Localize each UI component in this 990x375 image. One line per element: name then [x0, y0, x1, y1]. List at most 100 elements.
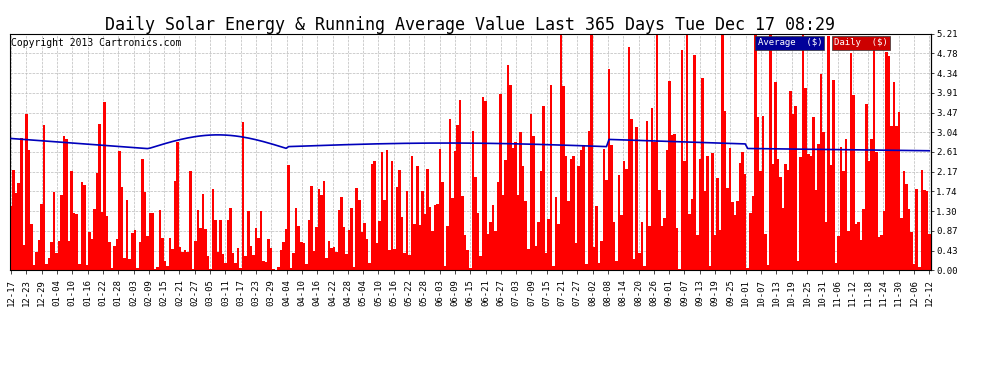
- Bar: [111, 268, 113, 270]
- Bar: [648, 226, 650, 270]
- Bar: [926, 191, 928, 270]
- Bar: [171, 249, 174, 270]
- Bar: [481, 97, 484, 270]
- Bar: [512, 148, 515, 270]
- Bar: [663, 218, 665, 270]
- Bar: [52, 192, 55, 270]
- Bar: [701, 78, 704, 270]
- Bar: [365, 239, 368, 270]
- Bar: [23, 245, 25, 270]
- Bar: [540, 171, 543, 270]
- Bar: [57, 241, 60, 270]
- Bar: [840, 147, 842, 270]
- Bar: [353, 267, 355, 270]
- Bar: [751, 196, 754, 270]
- Bar: [121, 187, 124, 270]
- Bar: [681, 50, 683, 270]
- Bar: [446, 225, 448, 270]
- Bar: [83, 185, 85, 270]
- Bar: [55, 253, 57, 270]
- Bar: [704, 190, 706, 270]
- Bar: [254, 228, 257, 270]
- Text: Daily  ($): Daily ($): [834, 39, 888, 48]
- Bar: [883, 211, 885, 270]
- Bar: [225, 263, 227, 270]
- Bar: [313, 251, 315, 270]
- Bar: [530, 114, 532, 270]
- Bar: [734, 215, 737, 270]
- Bar: [262, 261, 264, 270]
- Bar: [139, 242, 141, 270]
- Text: Copyright 2013 Cartronics.com: Copyright 2013 Cartronics.com: [11, 39, 181, 48]
- Bar: [789, 92, 792, 270]
- Bar: [838, 236, 840, 270]
- Bar: [631, 119, 633, 270]
- Bar: [593, 247, 595, 270]
- Bar: [101, 212, 103, 270]
- Bar: [30, 224, 33, 270]
- Bar: [532, 136, 535, 270]
- Bar: [587, 131, 590, 270]
- Bar: [802, 34, 805, 270]
- Bar: [217, 252, 219, 270]
- Bar: [872, 50, 875, 270]
- Bar: [439, 149, 442, 270]
- Bar: [544, 252, 547, 270]
- Bar: [650, 108, 653, 270]
- Bar: [179, 248, 181, 270]
- Bar: [688, 214, 691, 270]
- Bar: [245, 256, 248, 270]
- Bar: [764, 234, 766, 270]
- Bar: [202, 194, 204, 270]
- Bar: [857, 222, 860, 270]
- Bar: [598, 263, 600, 270]
- Bar: [479, 256, 481, 270]
- Bar: [918, 267, 921, 270]
- Bar: [641, 222, 644, 270]
- Bar: [181, 252, 184, 270]
- Bar: [749, 213, 751, 270]
- Bar: [787, 170, 789, 270]
- Bar: [80, 182, 83, 270]
- Bar: [595, 206, 598, 270]
- Bar: [33, 266, 35, 270]
- Bar: [742, 152, 743, 270]
- Bar: [805, 87, 807, 270]
- Bar: [85, 265, 88, 270]
- Bar: [660, 226, 663, 270]
- Bar: [214, 220, 217, 270]
- Bar: [295, 209, 297, 270]
- Bar: [822, 132, 825, 270]
- Bar: [582, 145, 585, 270]
- Bar: [424, 213, 426, 270]
- Bar: [158, 210, 161, 270]
- Bar: [166, 266, 169, 270]
- Bar: [303, 243, 305, 270]
- Bar: [46, 264, 48, 270]
- Bar: [699, 159, 701, 270]
- Bar: [865, 104, 867, 270]
- Bar: [860, 240, 862, 270]
- Bar: [310, 186, 313, 270]
- Bar: [908, 209, 911, 270]
- Bar: [227, 220, 230, 270]
- Bar: [429, 207, 432, 270]
- Bar: [696, 235, 699, 270]
- Bar: [600, 241, 603, 270]
- Bar: [18, 183, 20, 270]
- Bar: [308, 220, 310, 270]
- Bar: [13, 170, 15, 270]
- Bar: [68, 241, 70, 270]
- Bar: [358, 200, 360, 270]
- Bar: [360, 232, 363, 270]
- Bar: [464, 236, 466, 270]
- Bar: [489, 222, 492, 270]
- Bar: [267, 239, 269, 270]
- Bar: [844, 139, 847, 270]
- Bar: [644, 266, 645, 270]
- Bar: [331, 248, 333, 270]
- Bar: [849, 54, 852, 270]
- Bar: [129, 259, 131, 270]
- Bar: [724, 111, 727, 270]
- Bar: [333, 246, 336, 270]
